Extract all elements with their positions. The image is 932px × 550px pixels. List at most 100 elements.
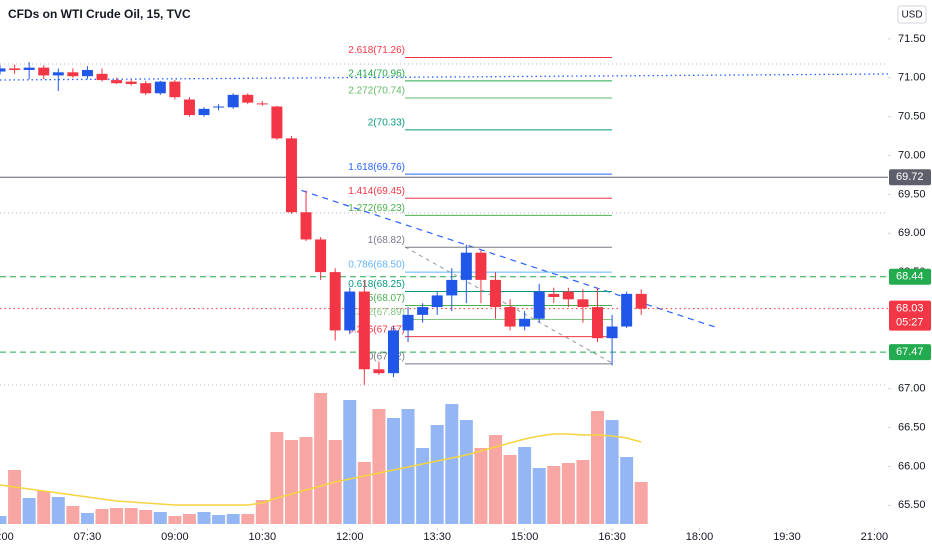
candle-body <box>81 69 93 77</box>
candle-body <box>154 81 166 94</box>
volume-bar <box>8 470 22 524</box>
volume-bar <box>255 500 269 524</box>
fib-label: 0.786(68.50) <box>348 260 405 271</box>
volume-bar <box>80 513 94 524</box>
volume-bar <box>182 514 196 524</box>
volume-bar <box>153 512 167 524</box>
volume-bar <box>445 404 459 524</box>
y-tick-label: 69.00 <box>898 227 926 239</box>
volume-bar <box>212 515 226 524</box>
candle-body <box>140 83 152 94</box>
x-tick-label: 13:30 <box>423 531 451 543</box>
volume-bar <box>37 491 51 524</box>
volume-bar <box>459 420 473 524</box>
price-label-box <box>889 344 931 361</box>
volume-bar <box>620 457 634 524</box>
volume-bar <box>430 425 444 524</box>
volume-bar <box>532 468 546 524</box>
volume-bar <box>0 516 7 524</box>
volume-bar <box>561 463 575 524</box>
candle-body <box>504 307 516 327</box>
trend-line <box>0 73 889 81</box>
candle-body <box>23 67 35 70</box>
volume-bar <box>357 462 371 524</box>
volume-ma <box>0 433 642 506</box>
volume-bar <box>95 509 109 524</box>
candle-body <box>242 94 254 103</box>
x-tick-label: 16:30 <box>598 531 626 543</box>
volume-bar <box>139 510 153 524</box>
volume-bar <box>299 437 313 524</box>
volume-bar <box>591 411 605 524</box>
volume-bar <box>503 455 517 524</box>
volume-bar <box>474 448 488 524</box>
fib-label: 0.236(67.67) <box>348 324 405 335</box>
y-tick-label: 71.00 <box>898 72 926 84</box>
x-tick-label: 21:00 <box>861 531 889 543</box>
candle-body <box>577 299 589 308</box>
currency-box[interactable] <box>897 5 927 24</box>
candle-body <box>169 81 181 98</box>
candle-body <box>606 326 618 339</box>
volume-bar <box>197 512 211 524</box>
volume-bar <box>314 393 328 524</box>
price-label-box <box>889 169 931 186</box>
candle-body <box>489 279 501 308</box>
x-tick-label: 12:00 <box>336 531 364 543</box>
x-tick-label: 10:30 <box>249 531 277 543</box>
candle-body <box>533 291 545 319</box>
candle-body <box>548 293 560 297</box>
volume-bar <box>518 447 532 524</box>
candle-body <box>373 369 385 374</box>
price-label: 68.03 <box>896 303 924 315</box>
candle-body <box>621 293 633 327</box>
volume-bar <box>386 418 400 524</box>
fib-label: 2.618(71.26) <box>348 45 405 56</box>
candle-body <box>329 272 341 331</box>
fib-label: 2.272(70.74) <box>348 86 405 97</box>
volume-bar <box>634 482 648 524</box>
candle-body <box>67 72 79 77</box>
price-label-box <box>889 268 931 285</box>
volume-bar <box>284 440 298 524</box>
volume-bar <box>605 420 619 524</box>
price-label-box <box>889 300 931 331</box>
volume-bar <box>488 435 502 524</box>
candle-body <box>475 252 487 280</box>
candle-body <box>256 103 268 105</box>
chart-title: CFDs on WTI Crude Oil, 15, TVC <box>8 7 191 21</box>
y-tick-label: 71.50 <box>898 33 926 45</box>
candle-body <box>519 318 531 327</box>
candle-body <box>460 252 472 280</box>
candle-body <box>271 106 283 139</box>
volume-bar <box>124 508 138 524</box>
fib-label: 1.272(69.23) <box>348 203 405 214</box>
candle-body <box>315 239 327 273</box>
candle-body <box>285 138 297 213</box>
y-tick-label: 66.50 <box>898 422 926 434</box>
candle-body <box>111 80 123 84</box>
volume-bar <box>241 514 255 524</box>
trend-line <box>290 186 716 328</box>
candle-body <box>358 291 370 370</box>
y-tick-label: 70.00 <box>898 149 926 161</box>
candle-body <box>300 212 312 240</box>
fib-label: 0(67.32) <box>368 351 405 362</box>
volume-bar <box>270 432 284 524</box>
price-label: 67.47 <box>896 346 924 358</box>
candle-body <box>213 106 225 108</box>
fib-label: 2(70.33) <box>368 117 405 128</box>
x-tick-label: 18:00 <box>686 531 714 543</box>
candle-body <box>635 293 647 309</box>
volume-bar <box>416 448 430 524</box>
x-tick-label: 15:00 <box>511 531 539 543</box>
fib-label: 1(68.82) <box>368 235 405 246</box>
candle-body <box>402 314 414 331</box>
x-tick-label: 19:30 <box>773 531 801 543</box>
countdown: 05:27 <box>896 317 924 329</box>
candle-body <box>417 307 429 315</box>
layer: 65.5066.0066.5067.0067.5068.0068.5069.00… <box>0 33 926 543</box>
volume-bar <box>372 409 386 524</box>
volume-bar <box>576 460 590 524</box>
